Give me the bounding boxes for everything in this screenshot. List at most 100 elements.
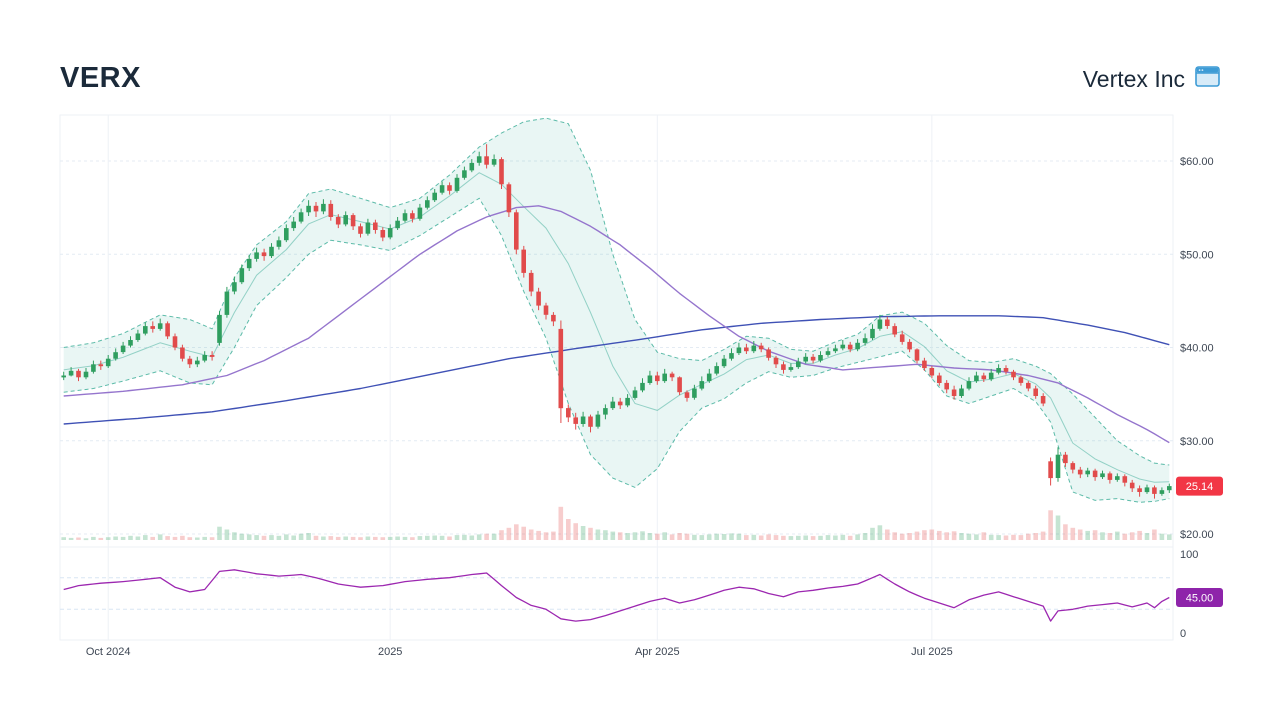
candle-body[interactable]: [699, 381, 705, 389]
candle-body[interactable]: [76, 370, 81, 378]
candle-body[interactable]: [1077, 469, 1083, 475]
candle-body[interactable]: [1092, 470, 1098, 478]
candle-body[interactable]: [758, 345, 764, 350]
candle-body[interactable]: [951, 389, 957, 397]
candle-body[interactable]: [855, 342, 860, 350]
candle-body[interactable]: [706, 373, 712, 382]
candle-body[interactable]: [1137, 488, 1142, 492]
volume-bar[interactable]: [476, 534, 482, 540]
volume-bar[interactable]: [914, 531, 920, 540]
volume-bar[interactable]: [677, 533, 682, 540]
volume-bar[interactable]: [1159, 533, 1165, 540]
volume-bar[interactable]: [113, 536, 118, 541]
candle-body[interactable]: [595, 414, 601, 427]
candle-body[interactable]: [410, 213, 415, 219]
volume-bar[interactable]: [157, 534, 163, 540]
volume-bar[interactable]: [1152, 529, 1157, 541]
volume-bar[interactable]: [603, 530, 608, 540]
volume-bar[interactable]: [98, 537, 104, 540]
volume-bar[interactable]: [951, 531, 957, 541]
candle-body[interactable]: [91, 364, 96, 372]
volume-bar[interactable]: [165, 536, 170, 540]
volume-bar[interactable]: [276, 535, 282, 540]
volume-bar[interactable]: [1129, 532, 1135, 540]
candle-body[interactable]: [736, 347, 742, 354]
candle-body[interactable]: [343, 215, 348, 225]
volume-bar[interactable]: [625, 533, 630, 540]
volume-bars[interactable]: [61, 506, 1172, 541]
volume-bar[interactable]: [1048, 510, 1053, 540]
candle-body[interactable]: [580, 416, 586, 425]
candle-body[interactable]: [684, 392, 690, 398]
candle-body[interactable]: [610, 401, 616, 409]
volume-bar[interactable]: [796, 535, 801, 540]
candle-body[interactable]: [1100, 473, 1105, 478]
volume-bar[interactable]: [76, 537, 81, 540]
volume-bar[interactable]: [143, 535, 148, 540]
candle-body[interactable]: [284, 228, 289, 241]
candle-body[interactable]: [1070, 463, 1076, 470]
candle-body[interactable]: [1033, 388, 1038, 397]
volume-bar[interactable]: [862, 533, 868, 540]
volume-bar[interactable]: [684, 533, 690, 540]
candle-body[interactable]: [885, 319, 890, 327]
volume-bar[interactable]: [454, 535, 460, 540]
candle-body[interactable]: [803, 356, 808, 362]
volume-bar[interactable]: [981, 532, 987, 540]
volume-bar[interactable]: [810, 536, 816, 540]
volume-bar[interactable]: [988, 534, 994, 541]
volume-bar[interactable]: [469, 535, 475, 541]
volume-bar[interactable]: [120, 536, 126, 540]
volume-bar[interactable]: [61, 537, 66, 540]
candle-body[interactable]: [232, 282, 237, 292]
volume-bar[interactable]: [1063, 524, 1068, 540]
candle-body[interactable]: [1055, 454, 1061, 478]
candle-body[interactable]: [395, 220, 400, 229]
candle-body[interactable]: [239, 268, 245, 283]
candle-body[interactable]: [655, 375, 660, 382]
volume-bar[interactable]: [239, 533, 245, 540]
candle-body[interactable]: [105, 358, 111, 367]
volume-bar[interactable]: [499, 530, 504, 540]
candle-body[interactable]: [988, 372, 994, 380]
candle-body[interactable]: [335, 217, 341, 225]
candle-body[interactable]: [350, 215, 356, 227]
volume-bar[interactable]: [202, 536, 207, 540]
volume-bar[interactable]: [232, 532, 237, 540]
volume-bar[interactable]: [929, 529, 935, 541]
candle-body[interactable]: [180, 347, 185, 359]
candle-body[interactable]: [254, 252, 259, 259]
volume-bar[interactable]: [803, 535, 808, 541]
volume-bar[interactable]: [91, 536, 96, 540]
candle-body[interactable]: [796, 361, 801, 368]
candle-body[interactable]: [261, 252, 267, 257]
candle-body[interactable]: [447, 185, 452, 191]
volume-bar[interactable]: [1144, 533, 1150, 540]
volume-bar[interactable]: [1092, 530, 1098, 540]
volume-bar[interactable]: [521, 526, 526, 540]
candle-body[interactable]: [966, 381, 972, 389]
candle-body[interactable]: [172, 336, 178, 348]
volume-bar[interactable]: [1085, 530, 1090, 540]
volume-bar[interactable]: [135, 536, 141, 541]
candle-body[interactable]: [937, 375, 942, 384]
candle-body[interactable]: [462, 170, 467, 178]
volume-bar[interactable]: [662, 532, 667, 540]
candle-body[interactable]: [165, 323, 170, 337]
candle-body[interactable]: [120, 345, 126, 353]
candle-body[interactable]: [387, 228, 393, 238]
volume-bar[interactable]: [566, 519, 571, 540]
candle-body[interactable]: [358, 226, 363, 234]
volume-bar[interactable]: [172, 536, 178, 540]
candle-body[interactable]: [128, 340, 133, 346]
volume-bar[interactable]: [721, 534, 727, 540]
candle-body[interactable]: [996, 368, 1001, 373]
volume-bar[interactable]: [128, 535, 133, 540]
candle-body[interactable]: [83, 371, 89, 378]
volume-bar[interactable]: [892, 532, 897, 540]
candle-body[interactable]: [558, 328, 564, 409]
candle-body[interactable]: [150, 326, 155, 329]
candle-body[interactable]: [573, 417, 578, 424]
volume-bar[interactable]: [833, 535, 838, 541]
